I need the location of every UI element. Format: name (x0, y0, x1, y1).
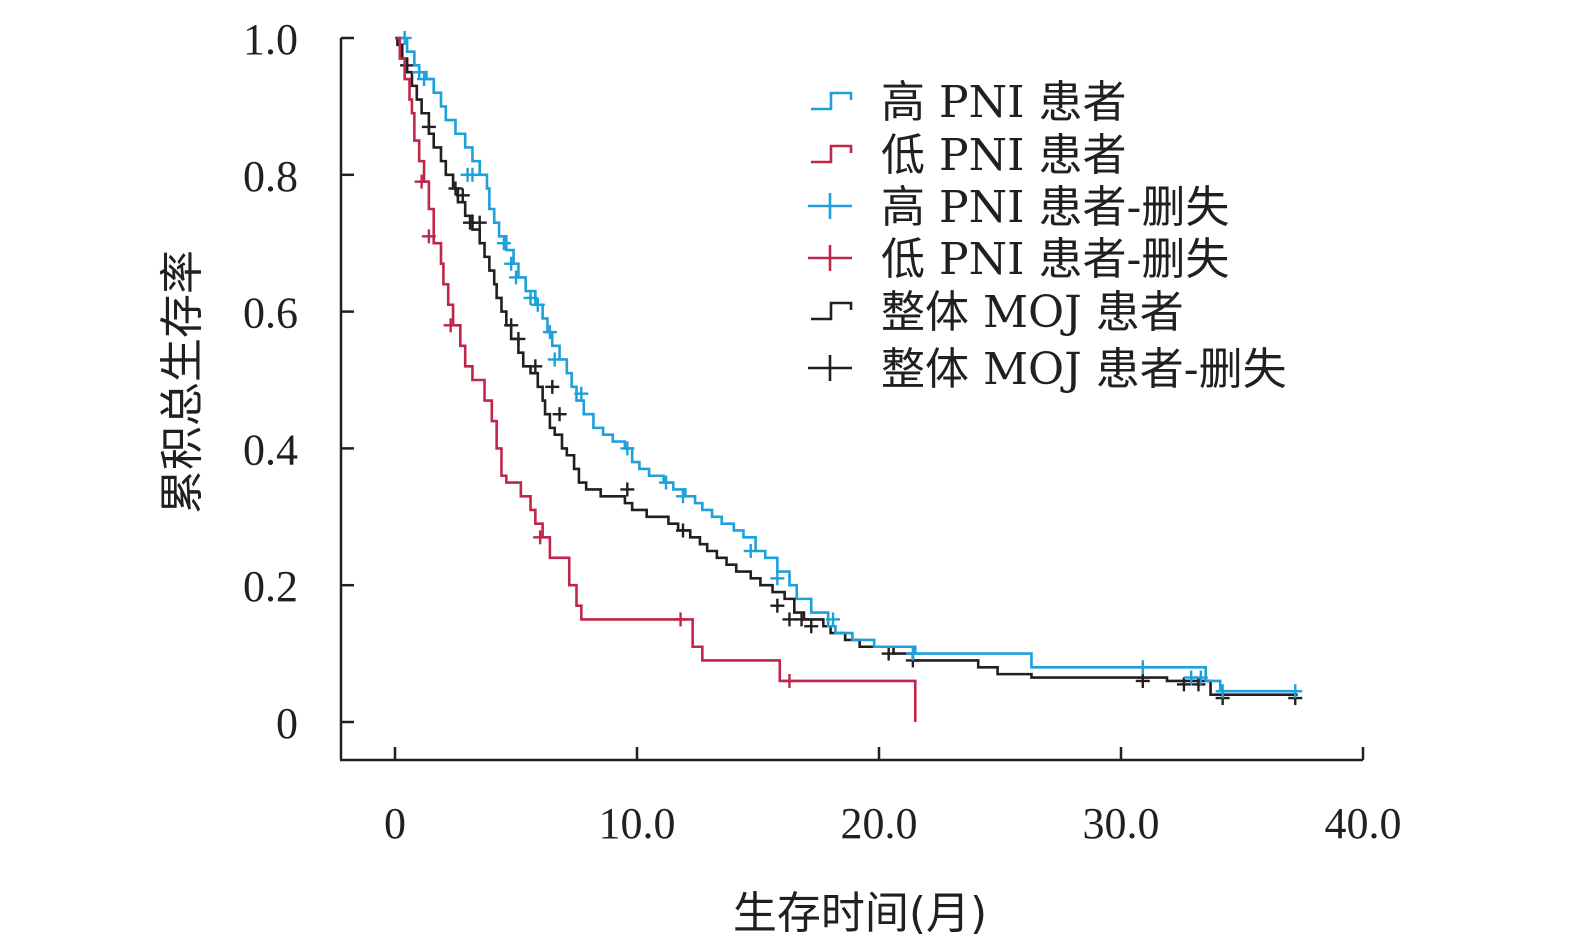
legend: 高 PNI 患者低 PNI 患者高 PNI 患者-删失低 PNI 患者-删失整体… (808, 77, 1287, 395)
legend-plus-swatch (808, 245, 852, 271)
overall-moj-censor-mark (528, 359, 543, 374)
legend-item: 整体 MOJ 患者 (811, 287, 1184, 338)
high-pni-censor-mark (743, 544, 758, 558)
overall-moj-censor-mark (455, 188, 470, 203)
overall-moj-censor-mark (472, 215, 487, 230)
legend-plus-swatch (808, 355, 852, 381)
x-tick-label: 20.0 (841, 799, 918, 848)
low-pni-censor-mark (443, 318, 458, 333)
legend-item: 高 PNI 患者 (811, 77, 1126, 128)
high-pni-censor-mark (675, 489, 690, 504)
x-tick-label: 40.0 (1325, 799, 1402, 848)
axes (339, 38, 1363, 762)
legend-label: 高 PNI 患者-删失 (881, 182, 1229, 233)
x-tick-label: 10.0 (599, 799, 676, 848)
low-pni-censor-mark (421, 229, 436, 244)
y-tick-label: 0.2 (243, 562, 298, 611)
legend-step-swatch (811, 91, 853, 111)
y-tick-label: 0.4 (243, 425, 298, 474)
high-pni-censor-mark (523, 290, 538, 305)
overall-moj-censor-mark (804, 619, 819, 634)
overall-moj-censor-mark (1191, 677, 1206, 692)
high-pni-censor-mark (826, 612, 841, 627)
overall-moj-censor-mark (504, 318, 519, 333)
overall-moj-censor-mark (675, 523, 690, 538)
y-tick-label: 0.6 (243, 289, 298, 338)
high-pni-censor-mark (542, 325, 557, 340)
legend-item: 低 PNI 患者-删失 (808, 234, 1229, 285)
overall-moj-censor-mark (620, 482, 635, 497)
high-pni-censor-mark (905, 646, 920, 661)
legend-label: 整体 MOJ 患者-删失 (881, 344, 1287, 395)
low-pni-censor-mark (533, 530, 548, 545)
legend-item: 低 PNI 患者 (811, 130, 1126, 181)
overall-moj-censor-mark (794, 612, 809, 627)
overall-moj-censor-mark (881, 646, 896, 661)
high-pni-censor-mark (530, 297, 545, 312)
overall-moj-censor-mark (400, 58, 415, 73)
y-tick-label: 1.0 (243, 15, 298, 64)
y-ticks: 0 0.2 0.4 0.6 0.8 1.0 (243, 15, 354, 748)
x-axis-title: 生存时间(月) (733, 888, 987, 939)
y-axis-title: 累积总生存率 (157, 250, 208, 514)
overall-moj-censor-mark (1176, 677, 1191, 692)
legend-label: 低 PNI 患者 (881, 130, 1126, 181)
high-pni-censor-mark (1288, 684, 1303, 699)
y-tick-label: 0.8 (243, 152, 298, 201)
overall-moj-censor-mark (770, 598, 785, 613)
legend-label: 整体 MOJ 患者 (881, 287, 1184, 338)
high-pni-censor-mark (770, 571, 785, 586)
high-pni-censor-mark (1135, 660, 1150, 675)
legend-item: 高 PNI 患者-删失 (808, 182, 1229, 233)
high-pni-censor-mark (659, 475, 674, 490)
high-pni-censor-mark (547, 352, 562, 367)
legend-step-swatch (811, 144, 853, 164)
legend-label: 高 PNI 患者 (881, 77, 1126, 128)
overall-moj-censor-mark (448, 181, 463, 196)
plot-area (395, 31, 1303, 722)
overall-moj-censor-mark (782, 612, 797, 627)
high-pni-censor-mark (509, 270, 523, 285)
high-pni-censor-mark (417, 72, 432, 87)
x-ticks: 0 10.0 20.0 30.0 40.0 (384, 747, 1402, 848)
high-pni-censor-mark (465, 167, 480, 182)
high-pni-censor-mark (504, 256, 519, 271)
high-pni-censor-mark (1215, 684, 1230, 699)
high-pni-censor-mark (496, 236, 511, 251)
legend-item: 整体 MOJ 患者-删失 (808, 344, 1287, 395)
overall-moj-censor-mark (1135, 673, 1150, 688)
legend-plus-swatch (808, 193, 852, 219)
high-pni-censor-mark (1193, 670, 1208, 685)
x-tick-label: 30.0 (1083, 799, 1160, 848)
legend-label: 低 PNI 患者-删失 (881, 234, 1229, 285)
overall-moj-censor-mark (511, 331, 526, 346)
overall-moj-censor-mark (421, 119, 436, 134)
legend-step-swatch (811, 301, 853, 321)
x-tick-label: 0 (384, 799, 406, 848)
high-pni-censor-mark (574, 386, 589, 401)
overall-moj-survival-curve (395, 36, 1298, 696)
low-pni-survival-curve (395, 36, 917, 722)
overall-moj-censor-mark (552, 407, 567, 422)
low-pni-censor-mark (414, 174, 429, 189)
y-tick-label: 0 (276, 699, 298, 748)
high-pni-censor-mark (620, 441, 635, 456)
high-pni-survival-curve (395, 36, 1298, 693)
overall-moj-censor-mark (545, 379, 560, 394)
low-pni-censor-mark (782, 673, 797, 688)
low-pni-censor-mark (673, 612, 688, 627)
